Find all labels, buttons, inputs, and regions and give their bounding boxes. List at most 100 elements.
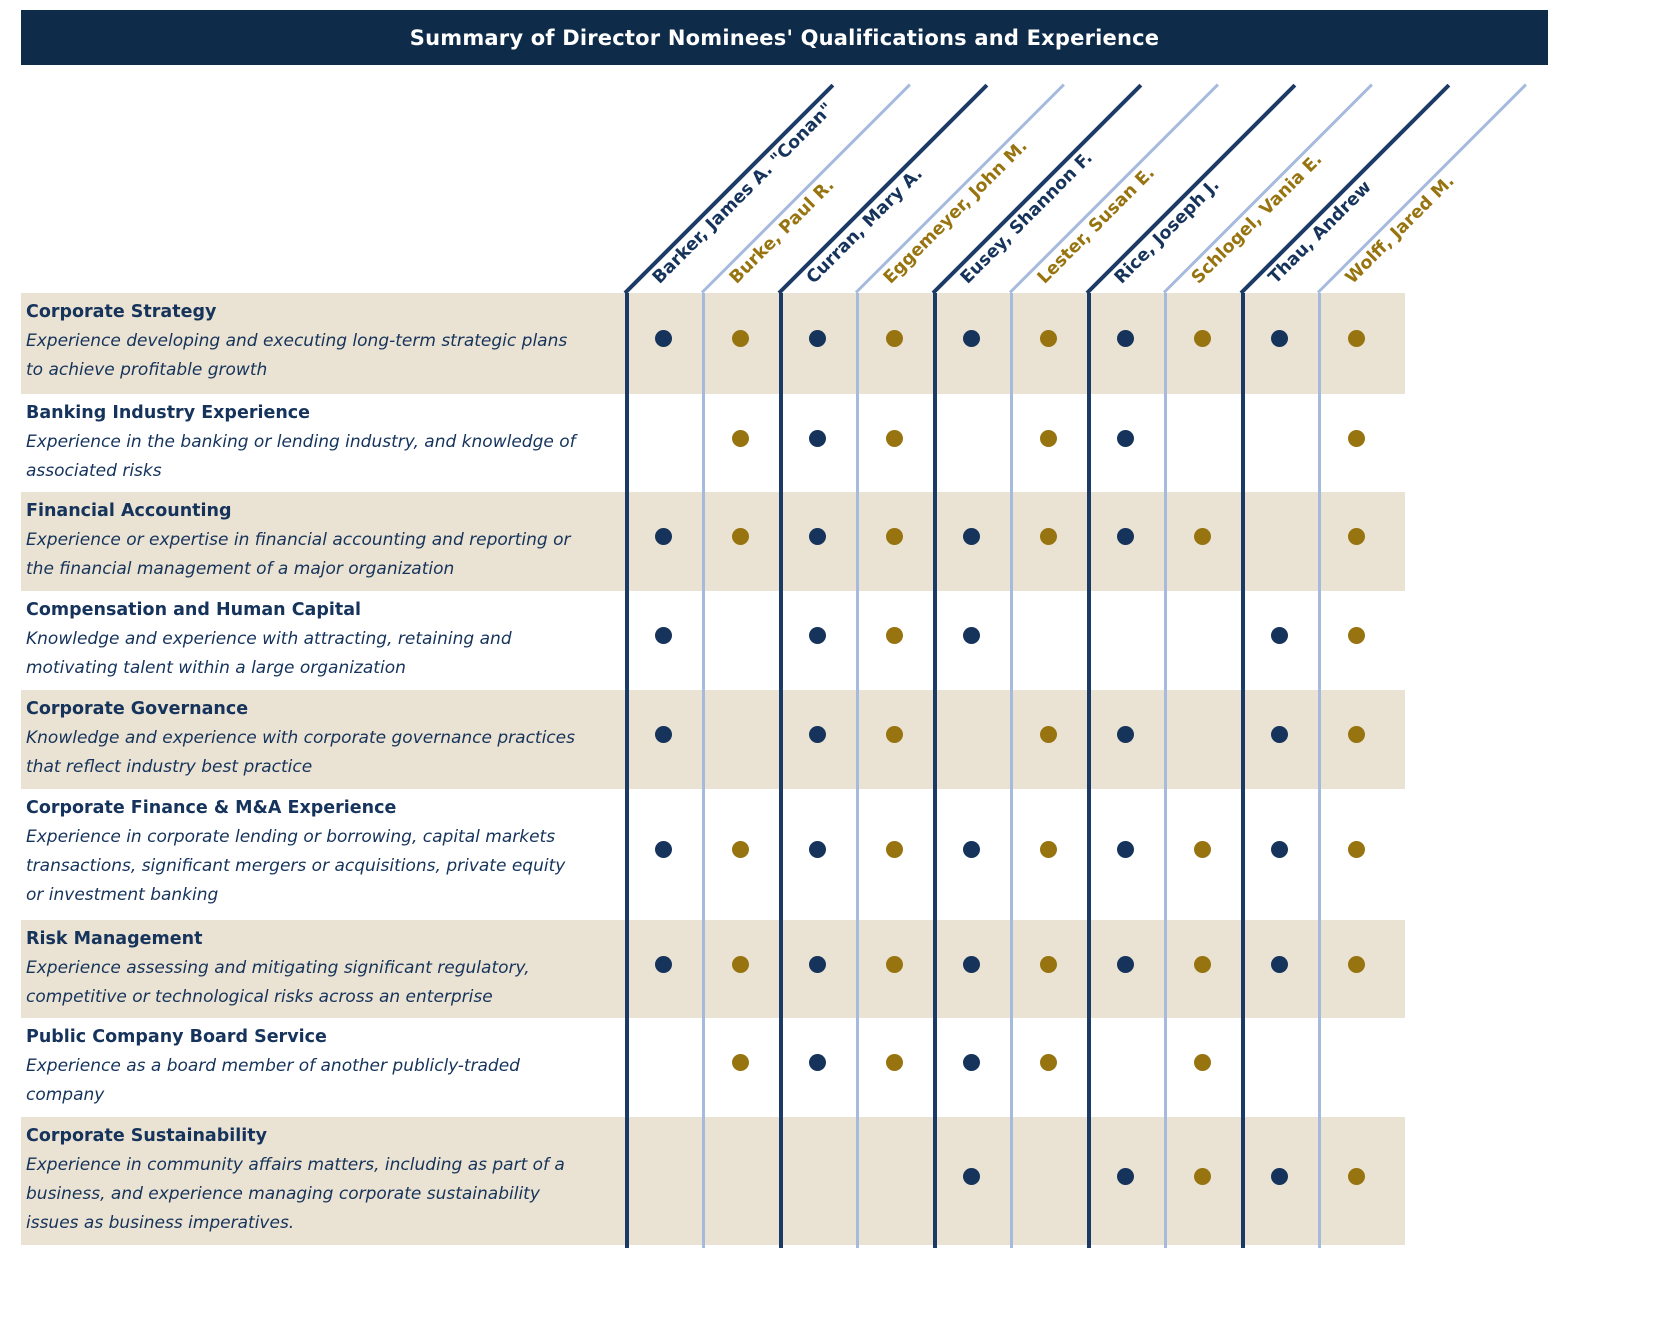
- category-description: Experience developing and executing long…: [26, 331, 568, 380]
- qualification-dot: [886, 429, 903, 447]
- qualification-dot: [732, 1054, 749, 1071]
- qualification-dot: [1348, 528, 1365, 545]
- qualification-dot: [1271, 955, 1288, 973]
- qualification-dot: [1117, 528, 1134, 545]
- category-title: Financial Accounting: [26, 501, 232, 521]
- qualification-row: Corporate Sustainability Experience in co…: [21, 1117, 1405, 1245]
- qualification-dot: [963, 1054, 980, 1071]
- category-title: Public Company Board Service: [26, 1027, 327, 1047]
- column-divider-line: [1164, 293, 1167, 1248]
- qualification-dot: [1348, 955, 1365, 973]
- qualification-dot: [886, 330, 903, 347]
- category-description: Knowledge and experience with corporate …: [26, 728, 575, 777]
- column-divider-line: [702, 293, 705, 1248]
- qualification-dot: [963, 330, 980, 347]
- qualification-row: Corporate Finance & M&A Experience Experi…: [21, 789, 1405, 920]
- column-divider-line: [1087, 293, 1091, 1248]
- qualification-dot: [963, 627, 980, 644]
- title-bar: Summary of Director Nominees' Qualificat…: [21, 10, 1548, 65]
- category-title: Compensation and Human Capital: [26, 600, 362, 620]
- column-divider-line: [1010, 293, 1013, 1248]
- category-title: Banking Industry Experience: [26, 403, 311, 423]
- page-title: Summary of Director Nominees' Qualificat…: [409, 25, 1160, 50]
- qualification-row: Financial Accounting Experience or expert…: [21, 492, 1405, 591]
- category-description: Experience or expertise in financial acc…: [26, 530, 571, 579]
- qualification-dot: [1040, 955, 1057, 973]
- column-divider-line: [933, 293, 937, 1248]
- column-divider-line: [1241, 293, 1245, 1248]
- director-name-label: Eusey, Shannon F.: [956, 148, 1097, 288]
- qualification-row: Corporate Governance Knowledge and experi…: [21, 690, 1405, 789]
- director-name-label: Schlogel, Vania E.: [1187, 149, 1327, 288]
- qualification-dot: [655, 726, 672, 743]
- qualification-dot: [1271, 1167, 1288, 1185]
- category-description: Experience as a board member of another …: [26, 1056, 520, 1105]
- qualification-dot: [809, 528, 826, 545]
- qualification-dot: [809, 955, 826, 973]
- qualification-row: Compensation and Human Capital Knowledge …: [21, 591, 1405, 690]
- qualification-dot: [655, 841, 672, 858]
- category-title: Risk Management: [26, 929, 203, 949]
- qualification-dot: [1194, 330, 1211, 347]
- qualification-dot: [732, 841, 749, 858]
- qualification-dot: [1040, 841, 1057, 858]
- column-divider-line: [779, 293, 783, 1248]
- qualification-dot: [1271, 726, 1288, 743]
- qualification-row: Public Company Board Service Experience a…: [21, 1018, 1405, 1117]
- qualification-dot: [1348, 1167, 1365, 1185]
- qualification-dot: [809, 726, 826, 743]
- qualification-dot: [1348, 627, 1365, 644]
- director-name-label: Eggemeyer, John M.: [879, 136, 1032, 288]
- qualification-dot: [809, 627, 826, 644]
- qualification-dot: [1271, 627, 1288, 644]
- qualification-dot: [886, 726, 903, 743]
- qualification-dot: [1117, 841, 1134, 858]
- column-divider-line: [1318, 293, 1321, 1248]
- qualification-dot: [1194, 1167, 1211, 1185]
- qualification-dot: [1348, 726, 1365, 743]
- qualification-dot: [1117, 330, 1134, 347]
- qualification-dot: [886, 1054, 903, 1071]
- qualification-dot: [1040, 330, 1057, 347]
- qualification-dot: [732, 528, 749, 545]
- qualification-dot: [655, 627, 672, 644]
- qualification-dot: [963, 841, 980, 858]
- category-description: Experience in community affairs matters,…: [26, 1155, 565, 1233]
- qualification-dot: [809, 429, 826, 447]
- category-title: Corporate Strategy: [26, 302, 217, 322]
- category-title: Corporate Governance: [26, 699, 249, 719]
- qualification-dot: [1194, 1054, 1211, 1071]
- qualification-row: Banking Industry Experience Experience in…: [21, 394, 1405, 492]
- category-description: Experience assessing and mitigating sign…: [26, 958, 530, 1007]
- qualification-dot: [809, 330, 826, 347]
- qualification-dot: [809, 841, 826, 858]
- qualification-dot: [1117, 429, 1134, 447]
- category-description: Knowledge and experience with attracting…: [26, 629, 512, 678]
- qualification-dot: [1271, 841, 1288, 858]
- qualification-dot: [732, 330, 749, 347]
- qualification-dot: [963, 955, 980, 973]
- qualification-dot: [1117, 726, 1134, 743]
- qualification-dot: [1194, 955, 1211, 973]
- qualification-dot: [1348, 841, 1365, 858]
- qualification-dot: [1117, 955, 1134, 973]
- qualification-dot: [1348, 429, 1365, 447]
- qualification-dot: [963, 528, 980, 545]
- qualification-dot: [732, 955, 749, 973]
- qualification-dot: [1194, 841, 1211, 858]
- category-description: Experience in corporate lending or borro…: [26, 827, 566, 905]
- qualification-dot: [655, 330, 672, 347]
- qualification-row: Corporate Strategy Experience developing …: [21, 293, 1405, 394]
- qualification-dot: [1194, 528, 1211, 545]
- qualification-dot: [655, 955, 672, 973]
- qualification-dot: [963, 1167, 980, 1185]
- qualification-dot: [1040, 1054, 1057, 1071]
- category-description: Experience in the banking or lending ind…: [26, 432, 576, 481]
- qualification-dot: [886, 528, 903, 545]
- qualification-dot: [1040, 726, 1057, 743]
- qualification-dot: [1040, 528, 1057, 545]
- qualification-row: Risk Management Experience assessing and …: [21, 920, 1405, 1018]
